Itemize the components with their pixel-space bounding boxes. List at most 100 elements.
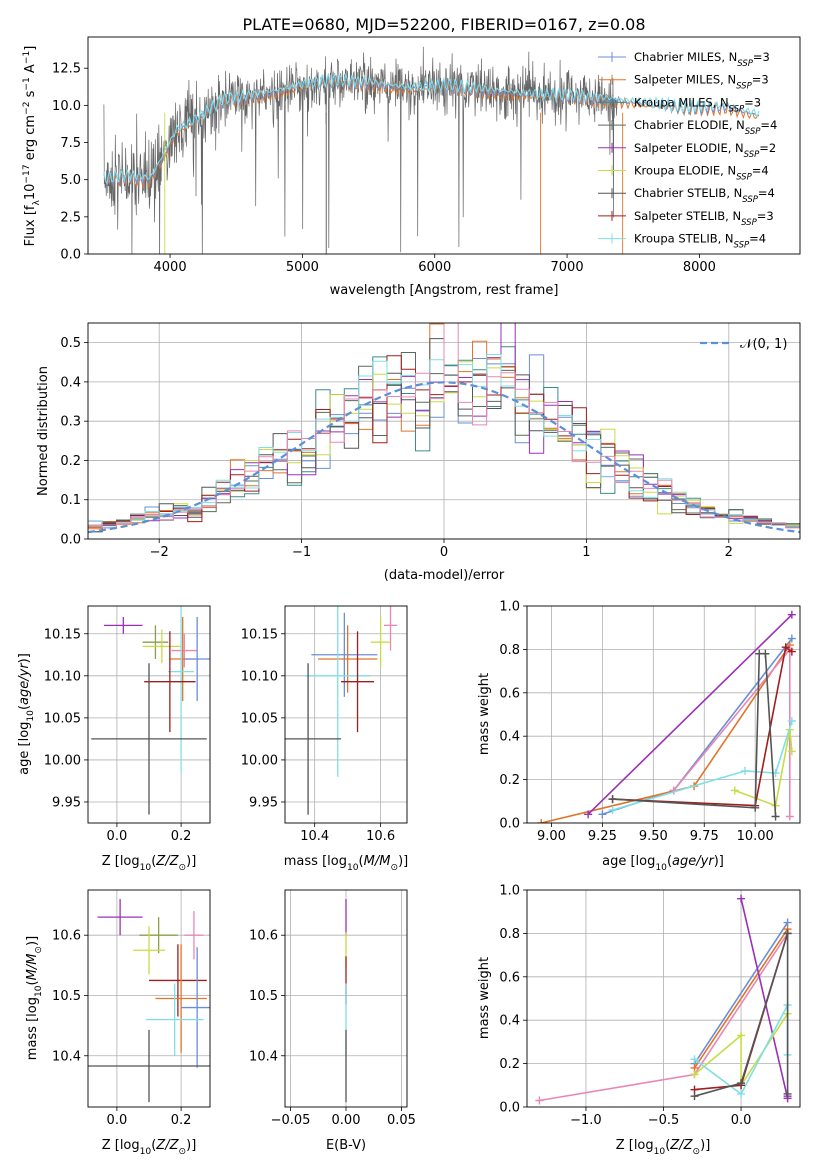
resid-ytick-label: 0.4 [60, 375, 81, 390]
resid-xtick-label: −2 [150, 545, 169, 560]
wZ-xtick-label: −0.5 [648, 1113, 680, 1128]
weight-series-line [612, 652, 777, 817]
weight-series-line [693, 928, 789, 1069]
spec-plot-area [103, 46, 760, 254]
gaussian-reference-curve [88, 381, 800, 534]
ageZ-xtick-label: 0.2 [171, 829, 192, 844]
wAge-ylabel: mass weight [477, 673, 492, 755]
wAge-ytick-label: 1.0 [499, 600, 520, 615]
mZ-plot-area [88, 890, 210, 1107]
ageZ-frame [87, 605, 211, 824]
weight-series-marker [598, 810, 607, 819]
weight-series-marker [787, 647, 796, 656]
weight-series-marker [608, 795, 617, 804]
wAge-xtick-label: 9.00 [537, 829, 566, 844]
weight-series-marker [737, 1089, 746, 1098]
resid-ylabel: Normed distribution [36, 366, 51, 496]
mZ-ytick-label: 10.6 [52, 929, 81, 944]
mE-xtick-label: −0.05 [271, 1113, 311, 1128]
ageZ-plot-area [88, 606, 210, 823]
legend-entry: Kroupa ELODIE, NSSP=4 [634, 164, 769, 183]
legend-entry: Chabrier ELODIE, NSSP=4 [634, 118, 777, 137]
weight-series-line [694, 933, 789, 1097]
mZ-xtick-label: 0.0 [107, 1113, 128, 1128]
ageM-frame [284, 605, 408, 824]
weight-series-marker [690, 1070, 699, 1079]
weight-series-marker [740, 766, 749, 775]
ageZ-ytick-label: 10.15 [44, 627, 81, 642]
mE-ytick-label: 10.4 [249, 1049, 278, 1064]
mE-frame [284, 889, 408, 1108]
ageZ-ytick-label: 10.05 [44, 711, 81, 726]
ageZ-ylabel: age [log10(age/yr)] [17, 653, 36, 775]
legend-entry: Salpeter ELODIE, NSSP=2 [634, 141, 776, 160]
legend-entry: Kroupa MILES, NSSP=3 [634, 95, 761, 114]
wZ-ytick-label: 0.4 [499, 1014, 520, 1029]
legend-entry: Kroupa STELIB, NSSP=4 [634, 232, 766, 251]
wZ-ytick-label: 0.6 [499, 970, 520, 985]
wAge-ytick-label: 0.8 [499, 643, 520, 658]
mE-xtick-label: 0.00 [332, 1113, 361, 1128]
weight-series-line [740, 898, 789, 1099]
spec-ytick-label: 10.0 [52, 99, 81, 114]
weight-series-marker [737, 1031, 746, 1040]
weight-series-line [587, 614, 793, 815]
resid-xtick-label: −1 [292, 545, 311, 560]
mZ-ytick-label: 10.5 [52, 989, 81, 1004]
weight-series-marker [751, 803, 760, 812]
spec-xtick-label: 7000 [551, 260, 584, 275]
spec-xlabel: wavelength [Angstrom, rest frame] [330, 283, 559, 298]
resid-xtick-label: 2 [725, 545, 733, 560]
wAge-ytick-label: 0.6 [499, 686, 520, 701]
weight-series-marker [787, 747, 796, 756]
spec-ytick-label: 2.5 [60, 210, 81, 225]
wZ-ytick-label: 0.2 [499, 1057, 520, 1072]
weight-series-marker [771, 812, 780, 821]
spectrum-model-line [103, 74, 760, 187]
spec-xtick-label: 4000 [154, 260, 187, 275]
ageM-xtick-label: 10.4 [300, 829, 329, 844]
weight-series-marker [761, 649, 770, 658]
resid-xtick-label: 0 [440, 545, 448, 560]
resid-ytick-label: 0.1 [60, 493, 81, 508]
ageM-ytick-label: 10.15 [241, 627, 278, 642]
mass-vs-extinction-panel: −0.05 0.00 0.05 10.4 10.5 10.6 E(B-V) [249, 889, 416, 1153]
wZ-xtick-label: −1.0 [570, 1113, 602, 1128]
weight-series-marker [535, 1096, 544, 1105]
mZ-ytick-label: 10.4 [52, 1049, 81, 1064]
legend-entry: Salpeter STELIB, NSSP=3 [634, 209, 774, 228]
mE-xtick-label: 0.05 [387, 1113, 416, 1128]
mZ-xlabel: Z [log10(Z/Z⊙)] [102, 1138, 197, 1157]
weight-series-line [693, 922, 789, 1065]
age-vs-mass-panel: 10.4 10.6 9.95 10.00 10.05 10.10 10.15 mass [lo… [241, 605, 408, 873]
mE-ytick-label: 10.6 [249, 929, 278, 944]
weight-series-marker [608, 805, 617, 814]
resid-xtick-label: 1 [582, 545, 590, 560]
weight-series-marker [537, 819, 546, 823]
figure-title: PLATE=0680, MJD=52200, FIBERID=0167, z=0… [242, 15, 645, 34]
ageZ-ytick-label: 10.10 [44, 669, 81, 684]
resid-ytick-label: 0.3 [60, 415, 81, 430]
weight-series-marker [787, 610, 796, 619]
residual-histogram-panel: −2 −1 0 1 2 0.0 0.1 0.2 0.3 0.4 0.5 𝒩(0, 1) (data-mo… [36, 322, 801, 583]
wAge-xtick-label: 10.00 [737, 829, 774, 844]
spec-ytick-label: 5.0 [60, 173, 81, 188]
weight-series-marker [783, 929, 792, 938]
spec-ylabel: Flux [fλ10−17 erg cm−2 s−1 A−1] [22, 46, 42, 247]
mE-xlabel: E(B-V) [326, 1138, 366, 1153]
wAge-xtick-label: 9.75 [690, 829, 719, 844]
legend-entry: Salpeter MILES, NSSP=3 [634, 73, 769, 92]
age-vs-metallicity-panel: 0.0 0.2 9.95 10.00 10.05 10.10 10.15 Z [log10(Z… [17, 605, 211, 873]
wZ-ytick-label: 0.0 [499, 1101, 520, 1116]
weight-series-marker [730, 786, 739, 795]
mE-plot-area [285, 890, 407, 1107]
weight-vs-age-panel: 9.00 9.25 9.50 9.75 10.00 0.0 0.2 0.4 0.6 0.8 1.0 a… [477, 600, 801, 873]
weight-series-marker [785, 812, 794, 821]
histogram-step-series [88, 323, 800, 529]
weight-series-marker [787, 634, 796, 643]
wZ-ytick-label: 1.0 [499, 884, 520, 899]
legend-entry: Chabrier MILES, NSSP=3 [634, 50, 770, 69]
mass-vs-metallicity-panel: 0.0 0.2 10.4 10.5 10.6 Z [log10(Z/Z⊙)] mass [l… [25, 889, 211, 1157]
weight-series-line [612, 720, 793, 811]
weight-series-marker [737, 894, 746, 903]
